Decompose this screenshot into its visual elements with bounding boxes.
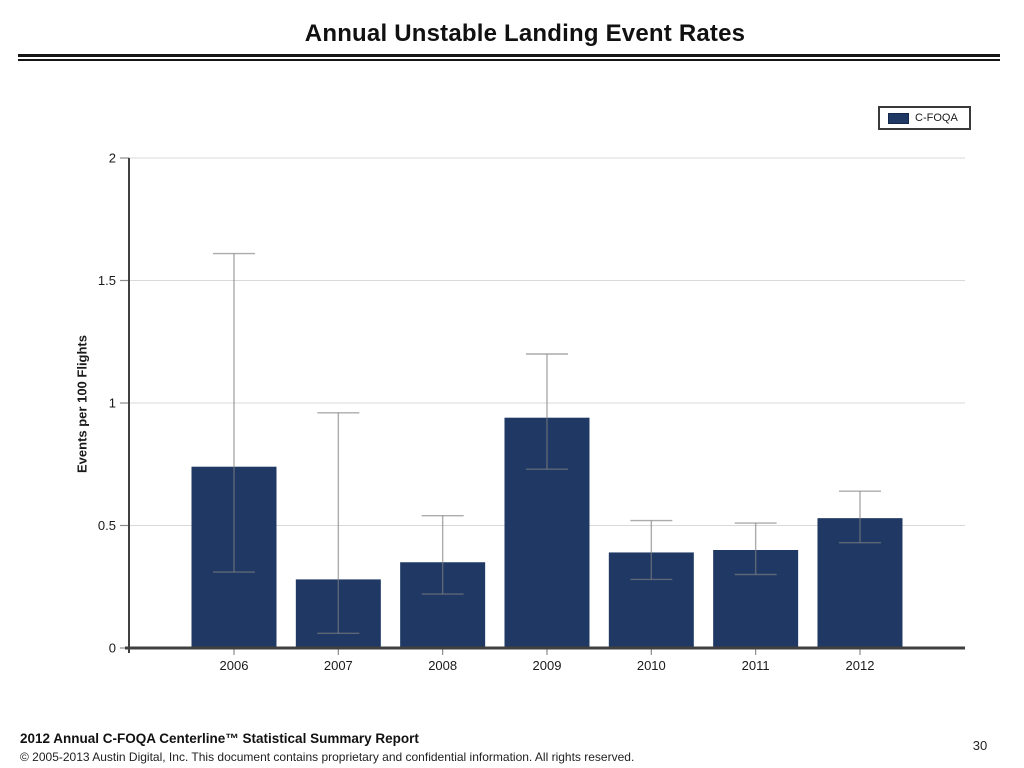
chart-legend: C-FOQA bbox=[878, 106, 971, 130]
title-divider-rule bbox=[18, 54, 1000, 61]
footer-copyright: © 2005-2013 Austin Digital, Inc. This do… bbox=[20, 750, 635, 764]
y-tick-label-0: 0 bbox=[109, 641, 116, 656]
legend-swatch-icon bbox=[888, 112, 909, 124]
x-tick-label-2011: 2011 bbox=[742, 658, 770, 673]
x-tick-label-2010: 2010 bbox=[637, 658, 666, 673]
page-title: Annual Unstable Landing Event Rates bbox=[304, 20, 746, 47]
x-tick-label-2007: 2007 bbox=[324, 658, 353, 673]
x-tick-label-2008: 2008 bbox=[428, 658, 457, 673]
x-tick-label-2012: 2012 bbox=[846, 658, 875, 673]
bar-chart: 0 0.5 1 1.5 2 2006 2007 2008 2009 2010 2011 2012 bbox=[98, 151, 965, 673]
x-tick-label-2006: 2006 bbox=[220, 658, 249, 673]
footer-report-title: 2012 Annual C-FOQA Centerline™ Statistic… bbox=[20, 731, 419, 746]
x-tick-label-2009: 2009 bbox=[533, 658, 562, 673]
y-tick-label-0.5: 0.5 bbox=[98, 518, 116, 533]
page-number: 30 bbox=[972, 738, 988, 753]
y-tick-label-1: 1 bbox=[109, 396, 116, 411]
legend-label: C-FOQA bbox=[915, 112, 958, 124]
y-tick-label-1.5: 1.5 bbox=[98, 273, 116, 288]
y-tick-label-2: 2 bbox=[109, 151, 116, 166]
